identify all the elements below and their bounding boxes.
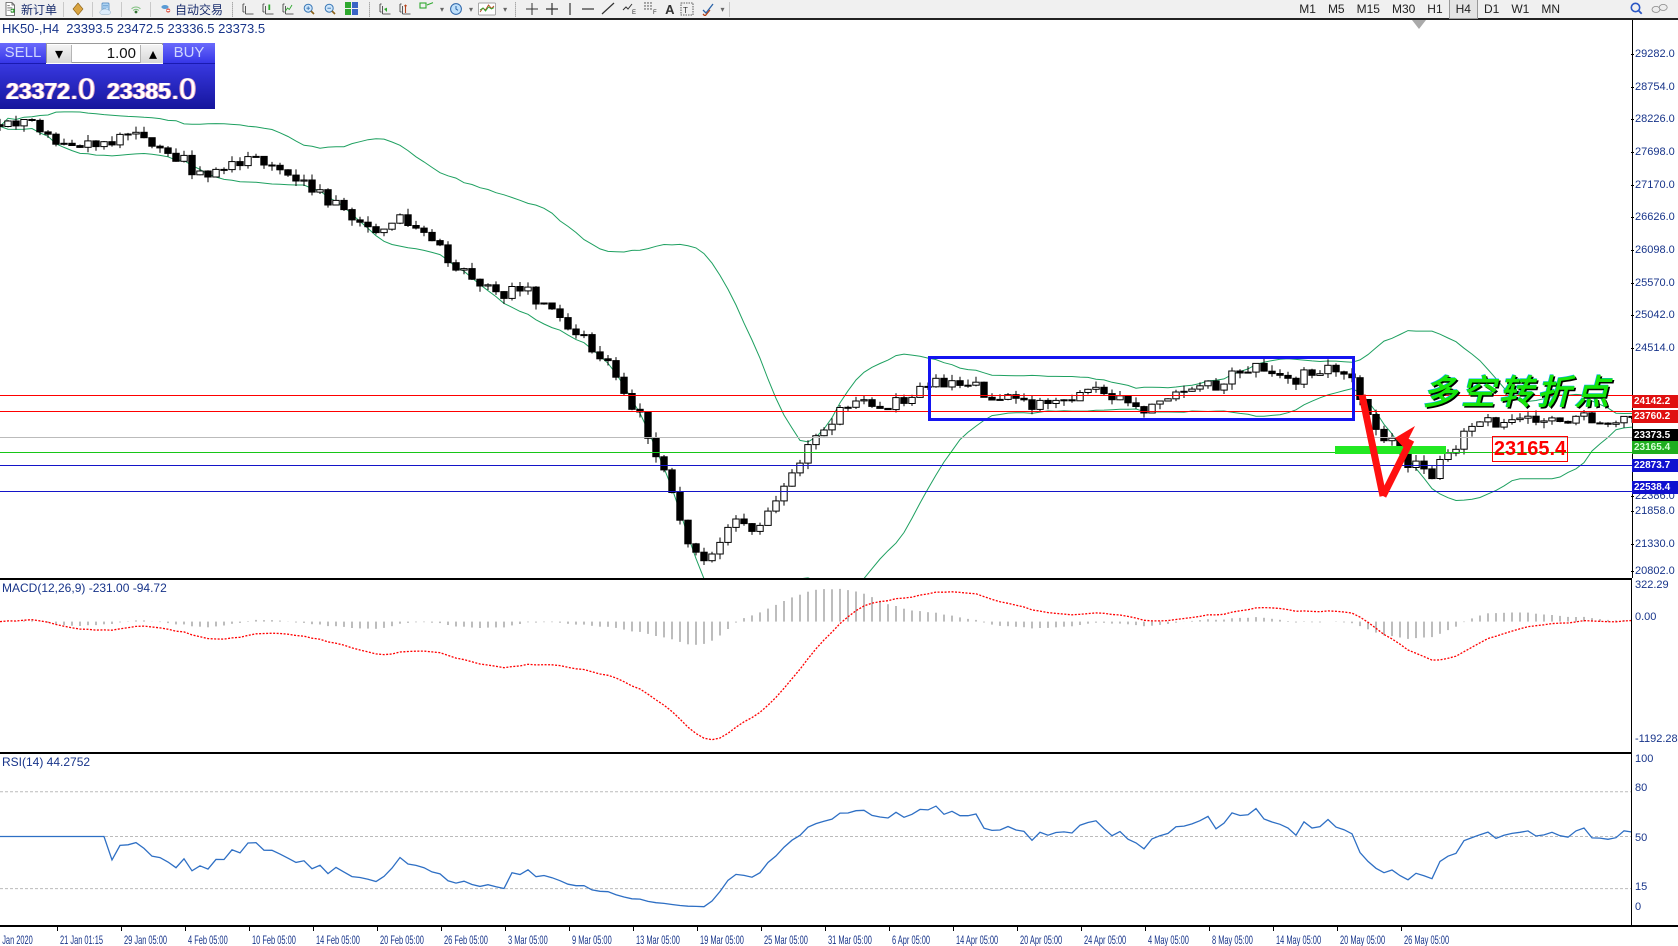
- svg-text:F: F: [653, 10, 657, 16]
- svg-text:E: E: [632, 10, 636, 16]
- svg-text:T: T: [683, 6, 688, 15]
